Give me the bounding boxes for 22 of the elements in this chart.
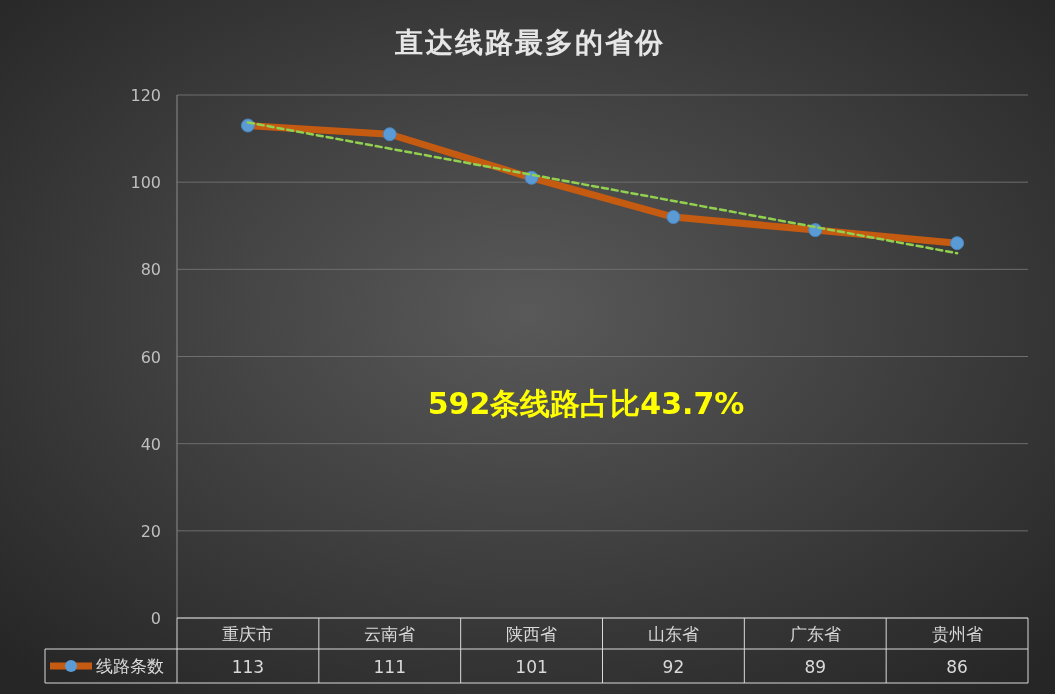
- y-tick-label: 100: [130, 173, 161, 193]
- legend-label: 线路条数: [96, 656, 164, 676]
- y-tick-label: 120: [130, 86, 161, 105]
- x-tick-label: 重庆市: [222, 624, 274, 644]
- x-tick-label: 云南省: [364, 624, 416, 644]
- y-tick-label: 20: [140, 521, 161, 541]
- y-tick-label: 60: [140, 347, 161, 367]
- data-label: 113: [231, 657, 265, 677]
- data-label: 111: [373, 657, 406, 677]
- y-tick-label: 0: [150, 609, 161, 628]
- x-tick-label: 陕西省: [506, 624, 558, 644]
- x-tick-label: 贵州省: [931, 624, 983, 644]
- x-tick-label: 广东省: [789, 624, 841, 644]
- data-label: 86: [946, 657, 968, 677]
- data-label: 101: [515, 657, 548, 677]
- data-label: 89: [804, 657, 827, 677]
- chart-title: 直达线路最多的省份: [394, 26, 665, 59]
- x-tick-label: 山东省: [647, 624, 699, 644]
- data-label: 92: [662, 657, 685, 677]
- y-tick-label: 80: [140, 260, 161, 280]
- y-tick-label: 40: [140, 434, 161, 454]
- annotation: 592条线路占比43.7%: [427, 386, 745, 421]
